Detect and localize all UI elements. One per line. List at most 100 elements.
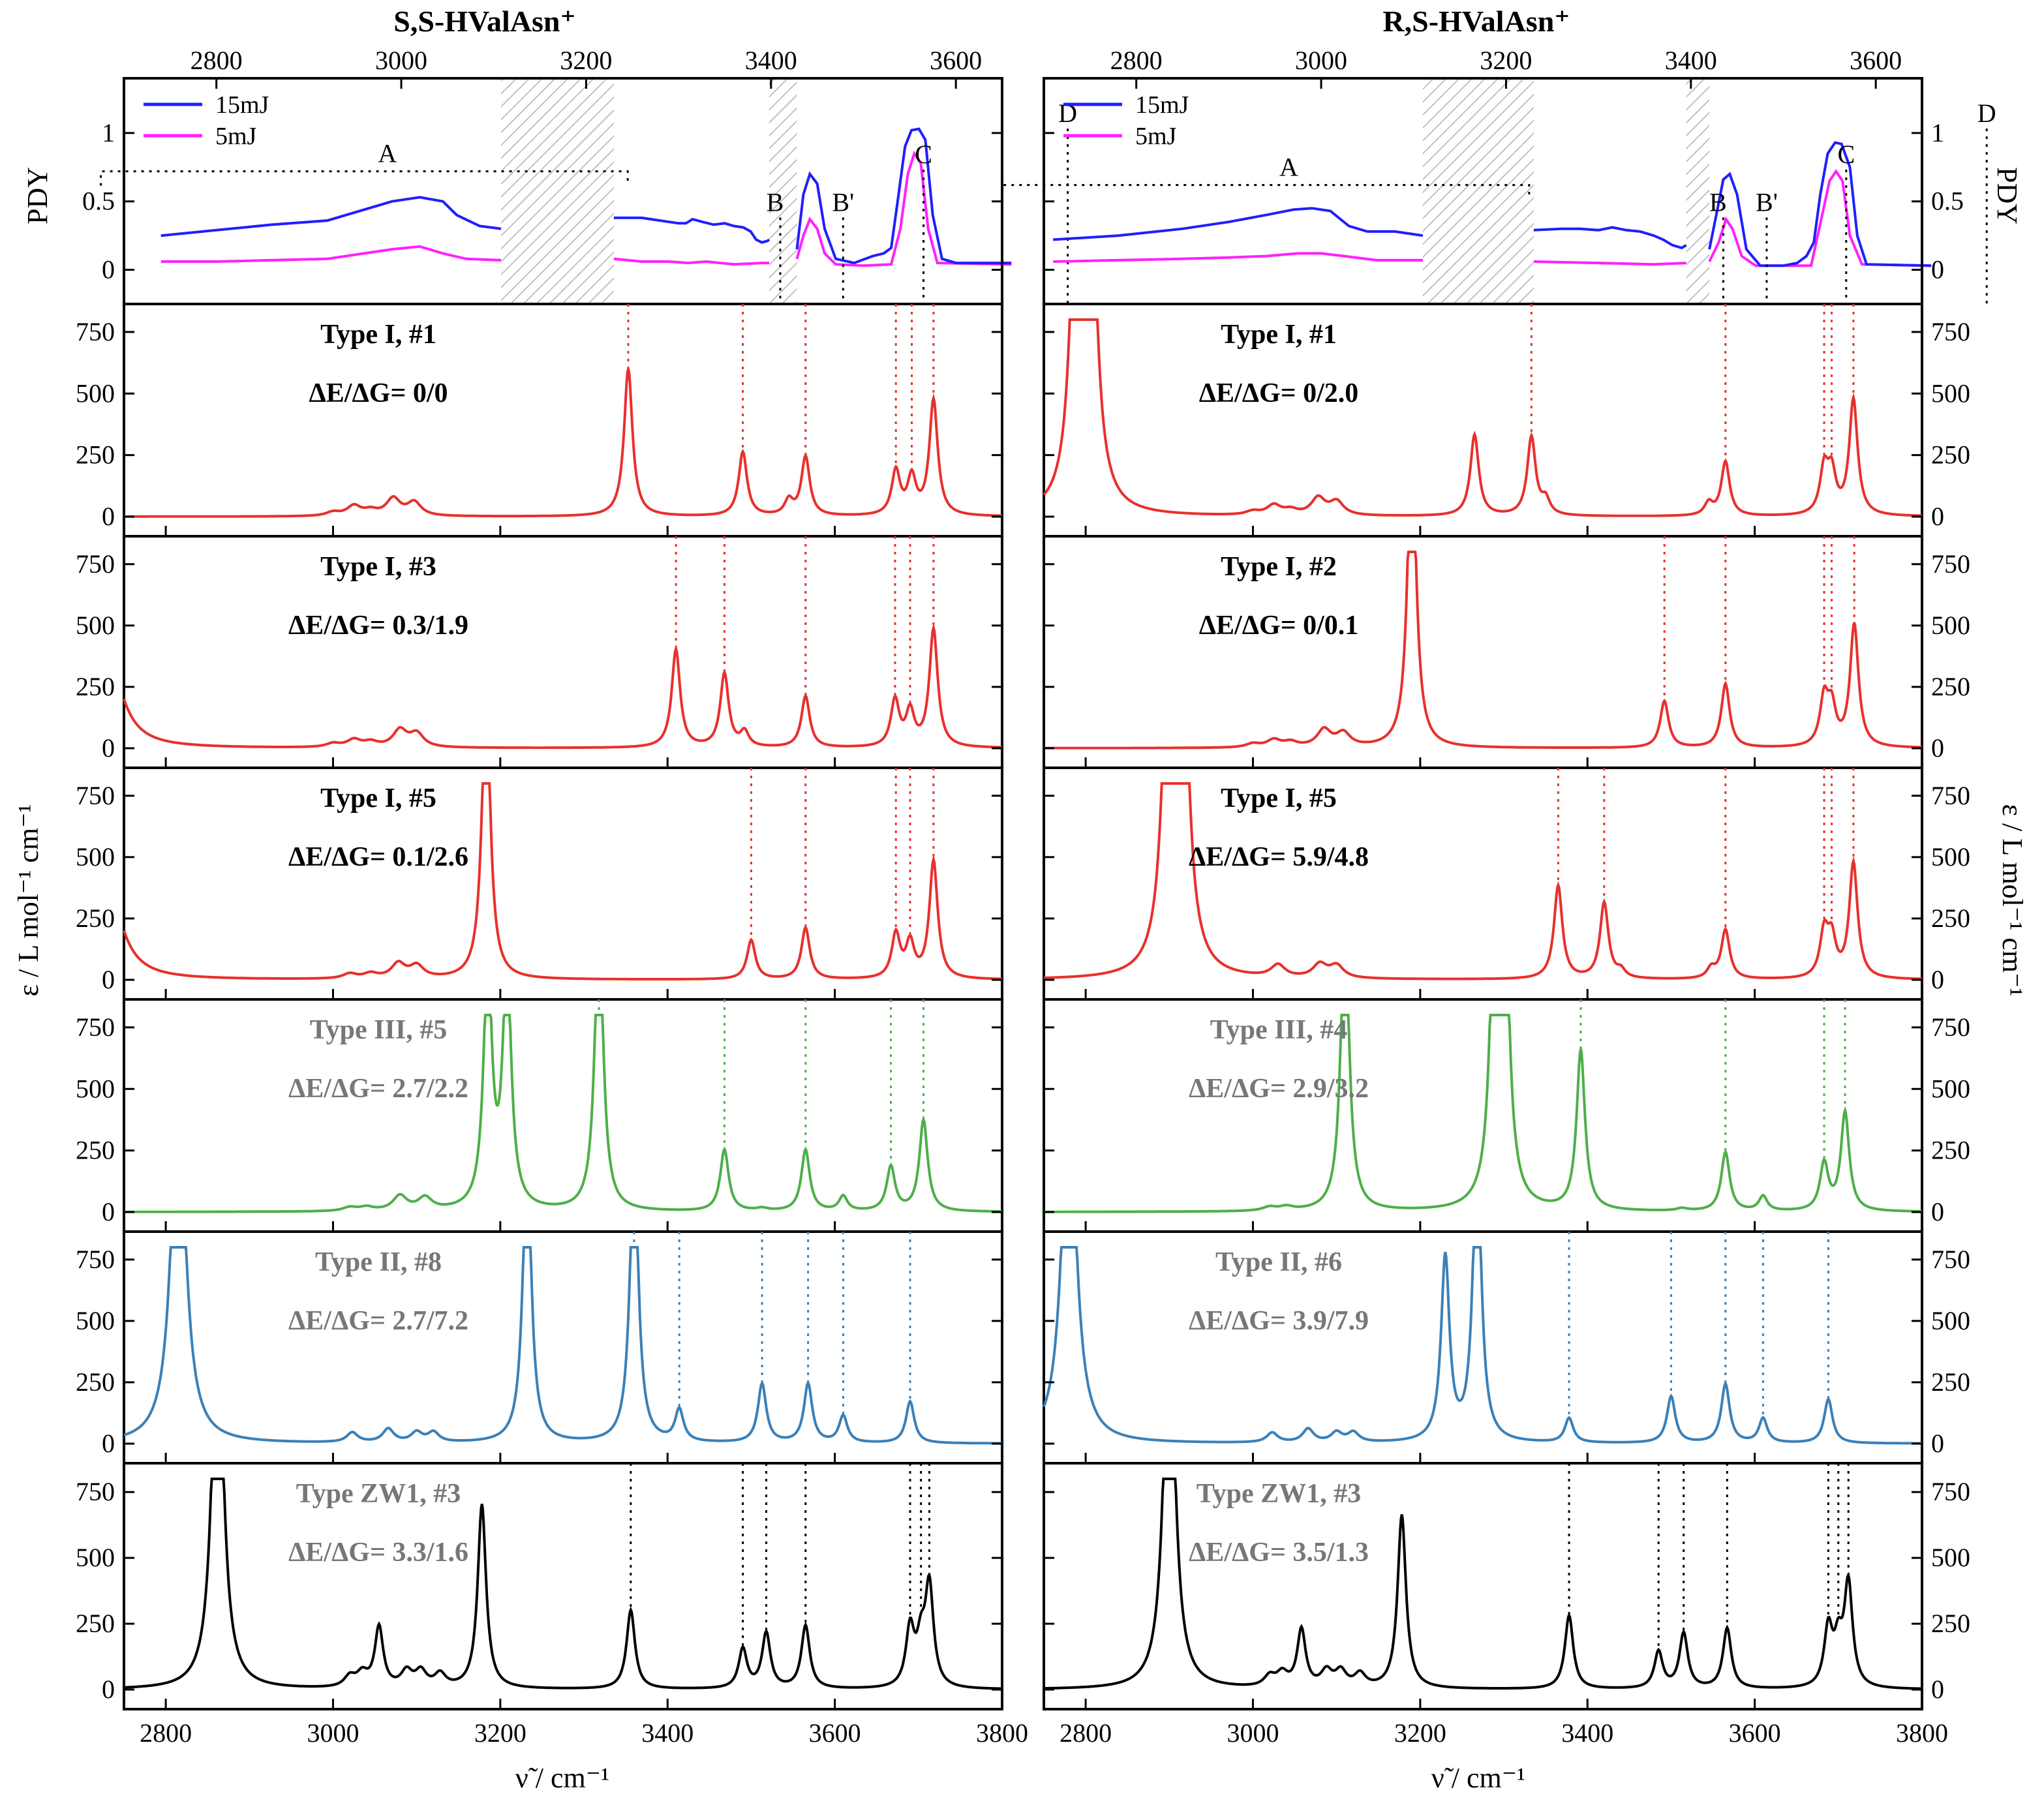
calc-y-tick-label: 0 [1931, 965, 1944, 994]
hatched-gap [769, 78, 797, 304]
calc-spectrum [1044, 1015, 1922, 1212]
y-axis-label-right: ε / L mol⁻¹ cm⁻¹ [1996, 804, 2028, 997]
calc-y-tick-label: 500 [1931, 611, 1970, 640]
calc-y-tick-label: 250 [76, 440, 115, 470]
top-x-tick-label: 2800 [191, 46, 243, 75]
calc-y-tick-label: 250 [1931, 1367, 1970, 1397]
calc-frame [1043, 303, 1923, 538]
calc-y-tick-label: 750 [76, 317, 115, 346]
calc-type-label: Type II, #6 [1215, 1247, 1342, 1277]
pdy-tick-label: 0 [1931, 255, 1944, 284]
calc-y-tick-label: 500 [1931, 378, 1970, 408]
x-tick-label: 3400 [641, 1718, 694, 1748]
calc-spectrum [1044, 783, 1922, 979]
calc-frame [1043, 998, 1923, 1233]
pdy-tick-label: 0.5 [1931, 187, 1964, 216]
calc-frame [1043, 1230, 1923, 1465]
x-tick-label: 2800 [1060, 1718, 1112, 1748]
calc-type-label: Type I, #1 [1221, 320, 1337, 350]
series-15mJ [613, 216, 770, 244]
x-tick-label: 3400 [1561, 1718, 1613, 1748]
calc-y-tick-label: 250 [1931, 903, 1970, 933]
calc-energy-label: ΔE/ΔG= 3.9/7.9 [1189, 1306, 1369, 1336]
calc-y-tick-label: 250 [1931, 440, 1970, 470]
calc-spectrum [124, 1479, 1002, 1689]
pdy-axis-label-left: PDY [22, 167, 53, 224]
calc-type-label: Type I, #5 [320, 783, 436, 813]
series-15mJ [1708, 141, 1932, 267]
calc-spectrum [1044, 552, 1922, 748]
calc-energy-label: ΔE/ΔG= 3.5/1.3 [1189, 1538, 1369, 1568]
calc-type-label: Type II, #8 [315, 1247, 442, 1277]
calc-type-label: Type ZW1, #3 [1197, 1479, 1361, 1509]
calc-y-tick-label: 250 [76, 1136, 115, 1165]
calc-frame [1043, 767, 1923, 1001]
calc-y-tick-label: 250 [1931, 672, 1970, 701]
band-label-bprime: B' [832, 187, 854, 217]
calc-y-tick-label: 0 [102, 1675, 115, 1704]
calc-energy-label: ΔE/ΔG= 5.9/4.8 [1189, 842, 1369, 872]
calc-y-tick-label: 500 [76, 1543, 115, 1572]
calc-energy-label: ΔE/ΔG= 0/0 [309, 378, 448, 408]
calc-y-tick-label: 0 [102, 502, 115, 531]
calc-y-tick-label: 750 [76, 1477, 115, 1506]
calc-y-tick-label: 0 [1931, 733, 1944, 763]
panel-title-right: R,S-HValAsn⁺ [1382, 5, 1570, 38]
calc-y-tick-label: 0 [102, 1197, 115, 1226]
x-tick-label: 3000 [307, 1718, 359, 1748]
calc-plot-0: Type I, #1 ΔE/ΔG= 0/2.0 0 250 500 750 [1043, 303, 1970, 538]
x-tick-label: 3200 [1394, 1718, 1446, 1748]
pdy-tick-label: 1 [1931, 118, 1944, 147]
calc-y-tick-label: 0 [102, 965, 115, 994]
x-tick-label: 3800 [976, 1718, 1028, 1748]
calc-y-tick-label: 500 [76, 842, 115, 872]
calc-type-label: Type I, #5 [1221, 783, 1337, 813]
calc-frame [123, 1230, 1003, 1465]
calc-plot-1: Type I, #2 ΔE/ΔG= 0/0.1 0 250 500 750 [1043, 535, 1970, 769]
x-tick-label: 3000 [1227, 1718, 1279, 1748]
legend-label-5mJ: 5mJ [215, 123, 256, 150]
pdy-axis-label-right: PDY [1991, 167, 2023, 224]
calc-y-tick-label: 750 [1931, 317, 1970, 346]
top-x-tick-label: 2800 [1110, 46, 1163, 75]
panel-1: A B B' C D 15mJ 5mJ 2800 3000 3200 3400 3600 0 0.5 1 Ty… [1001, 46, 1996, 1748]
calc-type-label: Type III, #5 [310, 1015, 447, 1045]
calc-type-label: Type ZW1, #3 [296, 1479, 461, 1509]
calc-y-tick-label: 500 [76, 378, 115, 408]
calc-type-label: Type III, #4 [1210, 1015, 1347, 1045]
calc-y-tick-label: 750 [1931, 1245, 1970, 1274]
band-label-c: C [1837, 140, 1855, 169]
band-label-c: C [915, 140, 932, 169]
calc-frame [123, 303, 1003, 538]
calc-spectrum [124, 1247, 1002, 1444]
calc-spectrum [1044, 1247, 1922, 1444]
band-label-b: B [767, 187, 784, 217]
calc-type-label: Type I, #2 [1221, 552, 1337, 582]
calc-frame [123, 767, 1003, 1001]
top-x-tick-label: 3400 [745, 46, 797, 75]
x-tick-label: 3600 [809, 1718, 861, 1748]
calc-y-tick-label: 0 [102, 1429, 115, 1458]
series-5mJ [1708, 169, 1932, 267]
calc-spectrum [1044, 320, 1922, 516]
calc-y-tick-label: 750 [1931, 549, 1970, 579]
calc-y-tick-label: 250 [76, 903, 115, 933]
calc-plot-0: Type I, #1 ΔE/ΔG= 0/0 0 250 500 750 [76, 303, 1003, 538]
calc-frame [1043, 535, 1923, 769]
calc-energy-label: ΔE/ΔG= 2.9/3.2 [1189, 1074, 1369, 1104]
calc-plot-2: Type I, #5 ΔE/ΔG= 0.1/2.6 0 250 500 750 [76, 767, 1003, 1001]
series-5mJ [1533, 260, 1686, 266]
calc-energy-label: ΔE/ΔG= 3.3/1.6 [288, 1538, 468, 1568]
calc-plot-1: Type I, #3 ΔE/ΔG= 0.3/1.9 0 250 500 750 [76, 535, 1003, 769]
top-x-tick-label: 3200 [560, 46, 612, 75]
calc-plot-3: Type III, #4 ΔE/ΔG= 2.9/3.2 0 250 500 750 [1043, 998, 1970, 1233]
calc-energy-label: ΔE/ΔG= 0.1/2.6 [288, 842, 468, 872]
series-5mJ [613, 257, 769, 266]
calc-y-tick-label: 750 [76, 1245, 115, 1274]
calc-plot-5: Type ZW1, #3 ΔE/ΔG= 3.3/1.6 0 250 500 750 [76, 1462, 1003, 1710]
x-tick-label: 3800 [1896, 1718, 1948, 1748]
calc-y-tick-label: 500 [76, 1306, 115, 1335]
